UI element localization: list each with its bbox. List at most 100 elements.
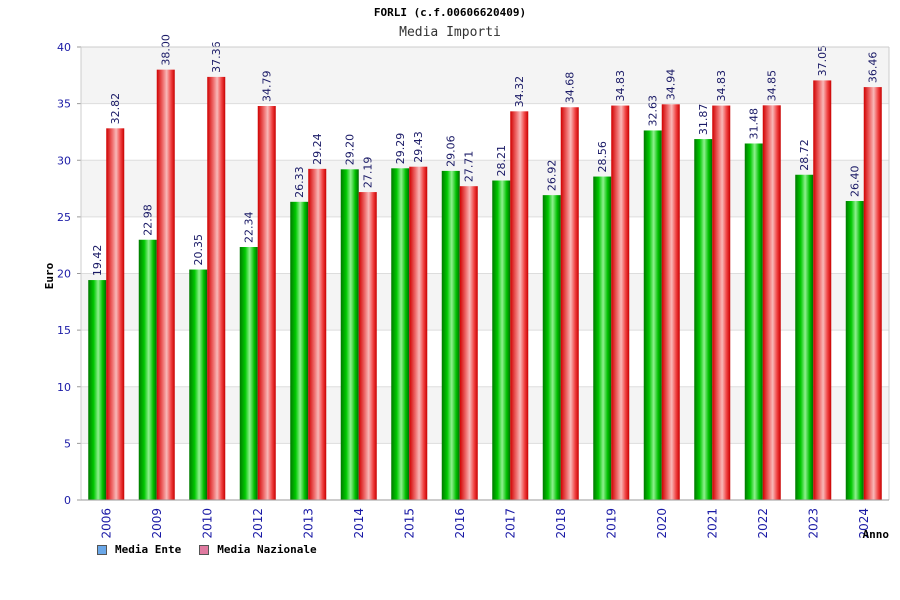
bar-value-label: 28.21 — [495, 145, 508, 177]
bar-value-label: 37.05 — [816, 45, 829, 77]
bar-value-label: 20.35 — [192, 234, 205, 266]
bar-media-nazionale — [661, 104, 680, 500]
bar-media-nazionale — [762, 105, 781, 500]
legend-swatch-media-nazionale — [199, 544, 210, 555]
y-tick-label: 0 — [64, 494, 71, 507]
bar-value-label: 28.56 — [596, 141, 609, 173]
x-tick-label: 2023 — [806, 508, 820, 539]
bar-media-nazionale — [409, 166, 428, 500]
bar-media-ente — [88, 280, 107, 500]
y-axis: 0 5 10 15 20 25 30 35 40 — [57, 41, 890, 507]
bar-value-label: 29.24 — [311, 133, 324, 165]
y-tick-label: 30 — [57, 154, 71, 167]
bar-value-label: 26.92 — [546, 160, 559, 192]
bar-value-label: 34.32 — [513, 76, 526, 108]
value-labels: 19.42 32.82 22.98 38.00 20.35 37.36 22.34 34.79… — [91, 34, 880, 276]
x-tick-label: 2018 — [554, 508, 568, 539]
y-tick-label: 10 — [57, 381, 71, 394]
chart-title: FORLI (c.f.00606620409) — [373, 6, 527, 19]
y-tick-label: 20 — [57, 268, 71, 281]
bar-media-ente — [643, 130, 662, 500]
bar-value-label: 29.06 — [445, 135, 458, 167]
x-tick-label: 2009 — [150, 508, 164, 539]
bar-media-nazionale — [510, 111, 529, 501]
bar-media-nazionale — [863, 87, 882, 500]
bar-value-label: 31.48 — [748, 108, 761, 140]
bar-media-ente — [744, 143, 763, 500]
bar-value-label: 27.71 — [463, 151, 476, 183]
bar-media-nazionale — [207, 76, 226, 500]
bar-media-ente — [694, 139, 713, 500]
x-tick-label: 2019 — [604, 508, 618, 539]
bars-group — [88, 69, 882, 501]
bar-value-label: 22.98 — [142, 204, 155, 236]
bar-media-nazionale — [106, 128, 125, 500]
legend-swatch-media-ente — [97, 544, 107, 555]
legend-item-media-nazionale: Media Nazionale — [199, 543, 317, 556]
bar-value-label: 34.85 — [766, 70, 779, 102]
bar-value-label: 29.20 — [344, 134, 357, 166]
bar-value-label: 29.29 — [394, 133, 407, 165]
x-tick-label: 2021 — [705, 508, 719, 539]
bar-media-ente — [391, 168, 410, 500]
bar-media-ente — [138, 239, 157, 500]
y-tick-label: 40 — [57, 41, 71, 54]
x-tick-label: 2006 — [99, 508, 113, 539]
bar-value-label: 32.63 — [647, 95, 660, 127]
bar-value-label: 34.79 — [261, 71, 274, 103]
bar-value-label: 34.83 — [715, 70, 728, 102]
bar-media-nazionale — [813, 80, 832, 500]
bar-media-ente — [845, 201, 864, 500]
bar-media-ente — [492, 180, 511, 501]
y-axis-label: Euro — [43, 262, 56, 289]
bar-value-label: 19.42 — [91, 245, 104, 277]
legend: Media Ente Media Nazionale — [97, 543, 335, 556]
x-tick-label: 2024 — [857, 508, 871, 539]
bar-media-nazionale — [712, 105, 731, 501]
x-tick-label: 2017 — [503, 508, 517, 539]
bar-media-nazionale — [611, 105, 630, 501]
bar-value-label: 27.19 — [362, 157, 375, 189]
y-tick-label: 15 — [57, 324, 71, 337]
bar-media-nazionale — [257, 106, 276, 501]
bar-value-label: 22.34 — [243, 211, 256, 243]
bar-value-label: 37.36 — [210, 41, 223, 73]
bar-media-ente — [340, 169, 359, 500]
x-axis: 2006 2009 2010 2012 2013 2014 2015 2016 2017 2018… — [81, 499, 889, 539]
bar-value-label: 31.87 — [697, 104, 710, 136]
bar-media-nazionale — [156, 69, 175, 501]
bar-media-ente — [290, 201, 309, 500]
bar-media-ente — [441, 170, 460, 500]
bar-value-label: 34.83 — [614, 70, 627, 102]
x-tick-label: 2015 — [402, 508, 416, 539]
bar-value-label: 34.68 — [564, 72, 577, 104]
x-tick-label: 2016 — [453, 508, 467, 539]
bar-value-label: 36.46 — [867, 52, 880, 84]
bar-media-nazionale — [358, 192, 377, 501]
bar-value-label: 28.72 — [798, 139, 811, 171]
x-tick-label: 2013 — [301, 508, 315, 539]
bar-media-ente — [542, 195, 561, 501]
chart-subtitle: Media Importi — [399, 25, 501, 40]
bar-value-label: 29.43 — [412, 131, 425, 163]
bar-media-nazionale — [560, 107, 579, 501]
bar-media-ente — [795, 174, 814, 500]
x-tick-label: 2012 — [251, 508, 265, 539]
y-tick-label: 25 — [57, 211, 71, 224]
bar-media-ente — [239, 246, 258, 500]
x-tick-label: 2010 — [200, 508, 214, 539]
bar-value-label: 26.40 — [849, 166, 862, 198]
legend-item-media-ente: Media Ente — [97, 543, 181, 556]
bar-value-label: 32.82 — [109, 93, 122, 125]
x-tick-label: 2022 — [756, 508, 770, 539]
x-axis-label: Anno — [863, 528, 890, 541]
bar-media-ente — [189, 269, 208, 500]
bar-value-label: 38.00 — [160, 34, 173, 66]
x-tick-label: 2020 — [655, 508, 669, 539]
bar-value-label: 26.33 — [293, 166, 306, 198]
y-tick-label: 5 — [64, 437, 71, 450]
y-tick-label: 35 — [57, 98, 71, 111]
x-tick-label: 2014 — [352, 508, 366, 539]
bar-value-label: 34.94 — [665, 69, 678, 101]
